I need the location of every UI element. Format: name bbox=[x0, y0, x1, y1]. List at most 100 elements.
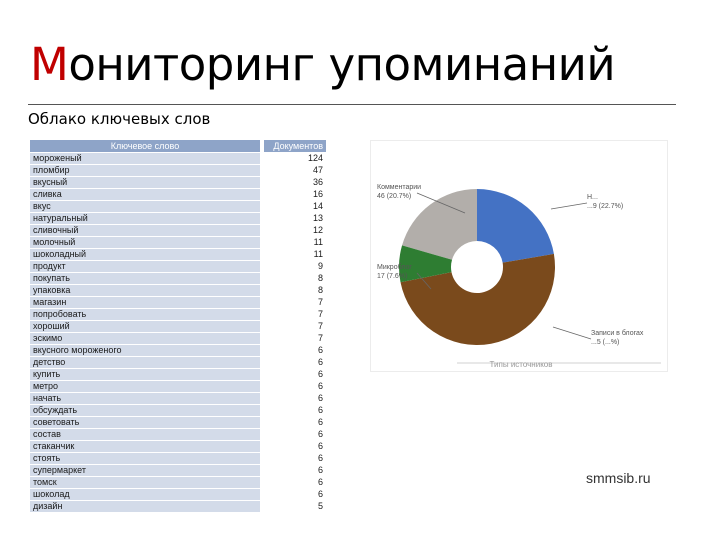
document-count-cell: 6 bbox=[264, 452, 326, 465]
document-count-cell: 6 bbox=[264, 392, 326, 405]
column-spacer bbox=[260, 476, 264, 489]
slice-value-label: 17 (7.6%) bbox=[377, 273, 407, 280]
keyword-cell: обсуждать bbox=[30, 404, 260, 417]
keyword-cell: вкусный bbox=[30, 176, 260, 189]
keyword-cell: шоколад bbox=[30, 488, 260, 501]
keyword-cell: сливочный bbox=[30, 224, 260, 237]
column-spacer bbox=[260, 212, 264, 225]
table-row: сливочный 12 bbox=[30, 224, 326, 237]
table-row: упаковка 8 bbox=[30, 284, 326, 297]
keyword-cell: состав bbox=[30, 428, 260, 441]
keyword-cell: советовать bbox=[30, 416, 260, 429]
column-spacer bbox=[260, 308, 264, 321]
table-row: мороженый 124 bbox=[30, 152, 326, 165]
column-spacer bbox=[260, 344, 264, 357]
document-count-cell: 12 bbox=[264, 224, 326, 237]
table-row: дизайн 5 bbox=[30, 500, 326, 513]
column-spacer bbox=[260, 452, 264, 465]
keyword-cell: стоять bbox=[30, 452, 260, 465]
document-count-cell: 6 bbox=[264, 440, 326, 453]
column-spacer bbox=[260, 404, 264, 417]
document-count-cell: 7 bbox=[264, 296, 326, 309]
keyword-cell: покупать bbox=[30, 272, 260, 285]
table-row: томск 6 bbox=[30, 476, 326, 489]
document-count-cell: 5 bbox=[264, 500, 326, 513]
keyword-cell: детство bbox=[30, 356, 260, 369]
keyword-column-header: Ключевое слово bbox=[30, 140, 260, 153]
slice-leader-line bbox=[416, 192, 466, 214]
table-row: обсуждать 6 bbox=[30, 404, 326, 417]
table-row: молочный 11 bbox=[30, 236, 326, 249]
slice-leader-line bbox=[552, 326, 592, 340]
table-row: вкусный 36 bbox=[30, 176, 326, 189]
slide-title-first-letter: М bbox=[30, 38, 69, 91]
keyword-cell: хороший bbox=[30, 320, 260, 333]
column-spacer bbox=[260, 332, 264, 345]
keyword-cell: попробовать bbox=[30, 308, 260, 321]
column-spacer bbox=[260, 440, 264, 453]
table-row: шоколадный 11 bbox=[30, 248, 326, 261]
slice-label: Записи в блогах bbox=[591, 329, 644, 337]
document-count-cell: 6 bbox=[264, 476, 326, 489]
slice-value-label: 46 (20.7%) bbox=[377, 193, 411, 200]
documents-column-header: Документов bbox=[264, 140, 326, 153]
document-count-cell: 13 bbox=[264, 212, 326, 225]
document-count-cell: 9 bbox=[264, 260, 326, 273]
keyword-table: Ключевое слово Документов мороженый 124 пл… bbox=[30, 140, 326, 513]
document-count-cell: 8 bbox=[264, 272, 326, 285]
column-spacer bbox=[260, 416, 264, 429]
column-spacer bbox=[260, 224, 264, 237]
column-spacer bbox=[260, 248, 264, 261]
column-spacer bbox=[260, 164, 264, 177]
document-count-cell: 7 bbox=[264, 308, 326, 321]
document-count-cell: 6 bbox=[264, 428, 326, 441]
donut-slice bbox=[477, 189, 554, 263]
document-count-cell: 36 bbox=[264, 176, 326, 189]
table-row: стаканчик 6 bbox=[30, 440, 326, 453]
column-spacer bbox=[260, 176, 264, 189]
keyword-table-body: мороженый 124 пломбир 47 вкусный 36 сливка 16 вк… bbox=[30, 152, 326, 513]
document-count-cell: 124 bbox=[264, 152, 326, 165]
table-row: натуральный 13 bbox=[30, 212, 326, 225]
document-count-cell: 16 bbox=[264, 188, 326, 201]
keyword-cell: стаканчик bbox=[30, 440, 260, 453]
keyword-cell: магазин bbox=[30, 296, 260, 309]
document-count-cell: 6 bbox=[264, 380, 326, 393]
chart-title: Типы источников bbox=[490, 360, 553, 369]
keyword-cell: мороженый bbox=[30, 152, 260, 165]
slice-value-label: ...9 (22.7%) bbox=[587, 203, 623, 210]
donut-slice bbox=[402, 188, 477, 260]
table-row: вкус 14 bbox=[30, 200, 326, 213]
slide-subtitle: Облако ключевых слов bbox=[28, 110, 211, 128]
column-spacer bbox=[260, 368, 264, 381]
document-count-cell: 7 bbox=[264, 320, 326, 333]
keyword-table-header: Ключевое слово Документов bbox=[30, 140, 326, 153]
slice-label: Комментарии bbox=[377, 184, 421, 191]
table-row: детство 6 bbox=[30, 356, 326, 369]
keyword-cell: начать bbox=[30, 392, 260, 405]
document-count-cell: 47 bbox=[264, 164, 326, 177]
slice-value-label: ...5 (...%) bbox=[591, 339, 619, 346]
column-spacer bbox=[260, 488, 264, 501]
donut-slice bbox=[400, 253, 555, 345]
slice-leader-line bbox=[550, 202, 588, 210]
document-count-cell: 6 bbox=[264, 488, 326, 501]
donut-slices bbox=[399, 188, 555, 345]
source-types-chart: Комментарии 46 (20.7%) Н... ...9 (22.7%) Зап… bbox=[370, 140, 668, 372]
keyword-cell: натуральный bbox=[30, 212, 260, 225]
table-row: шоколад 6 bbox=[30, 488, 326, 501]
keyword-cell: упаковка bbox=[30, 284, 260, 297]
keyword-cell: метро bbox=[30, 380, 260, 393]
table-row: сливка 16 bbox=[30, 188, 326, 201]
table-row: эскимо 7 bbox=[30, 332, 326, 345]
column-spacer bbox=[260, 392, 264, 405]
document-count-cell: 6 bbox=[264, 368, 326, 381]
document-count-cell: 11 bbox=[264, 248, 326, 261]
donut-labels: Комментарии 46 (20.7%) Н... ...9 (22.7%) Зап… bbox=[377, 184, 644, 346]
keyword-cell: пломбир bbox=[30, 164, 260, 177]
donut-slice bbox=[399, 245, 453, 283]
table-row: советовать 6 bbox=[30, 416, 326, 429]
table-row: покупать 8 bbox=[30, 272, 326, 285]
keyword-cell: шоколадный bbox=[30, 248, 260, 261]
column-spacer bbox=[260, 152, 264, 165]
